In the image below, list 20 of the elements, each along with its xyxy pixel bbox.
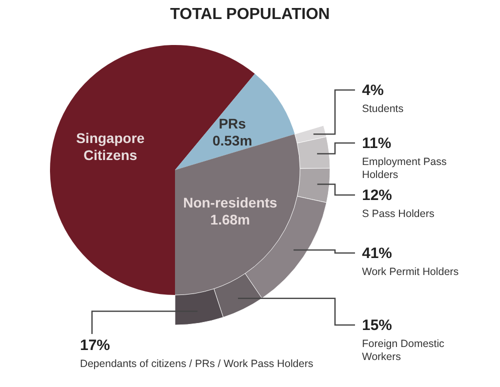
category-label: S Pass Holders — [362, 208, 434, 220]
data-label: 0.53m — [212, 132, 252, 149]
data-label: 12% — [362, 187, 392, 204]
slice-label: Singapore Citizens — [76, 130, 145, 164]
category-label: Employment Pass Holders — [362, 156, 447, 181]
category-label: Work Permit Holders — [362, 266, 459, 278]
pie-slice — [175, 134, 300, 295]
pie-slice — [175, 74, 295, 170]
category-label: Students — [362, 103, 404, 115]
data-label: 41% — [362, 245, 392, 262]
data-label: 4% — [362, 82, 384, 99]
data-label: 17% — [80, 337, 110, 354]
category-label: Dependants of citizens / PRs / Work Pass Holders — [80, 358, 314, 370]
data-label: 1.68m — [210, 212, 250, 228]
category-label: Foreign Domestic Workers — [362, 338, 444, 363]
slice-label: Non-residents — [183, 194, 278, 211]
chart-title: TOTAL POPULATION — [169, 6, 331, 24]
data-label: 15% — [362, 317, 392, 334]
slice-label: PRs — [218, 116, 246, 132]
data-label: 11% — [362, 135, 392, 152]
